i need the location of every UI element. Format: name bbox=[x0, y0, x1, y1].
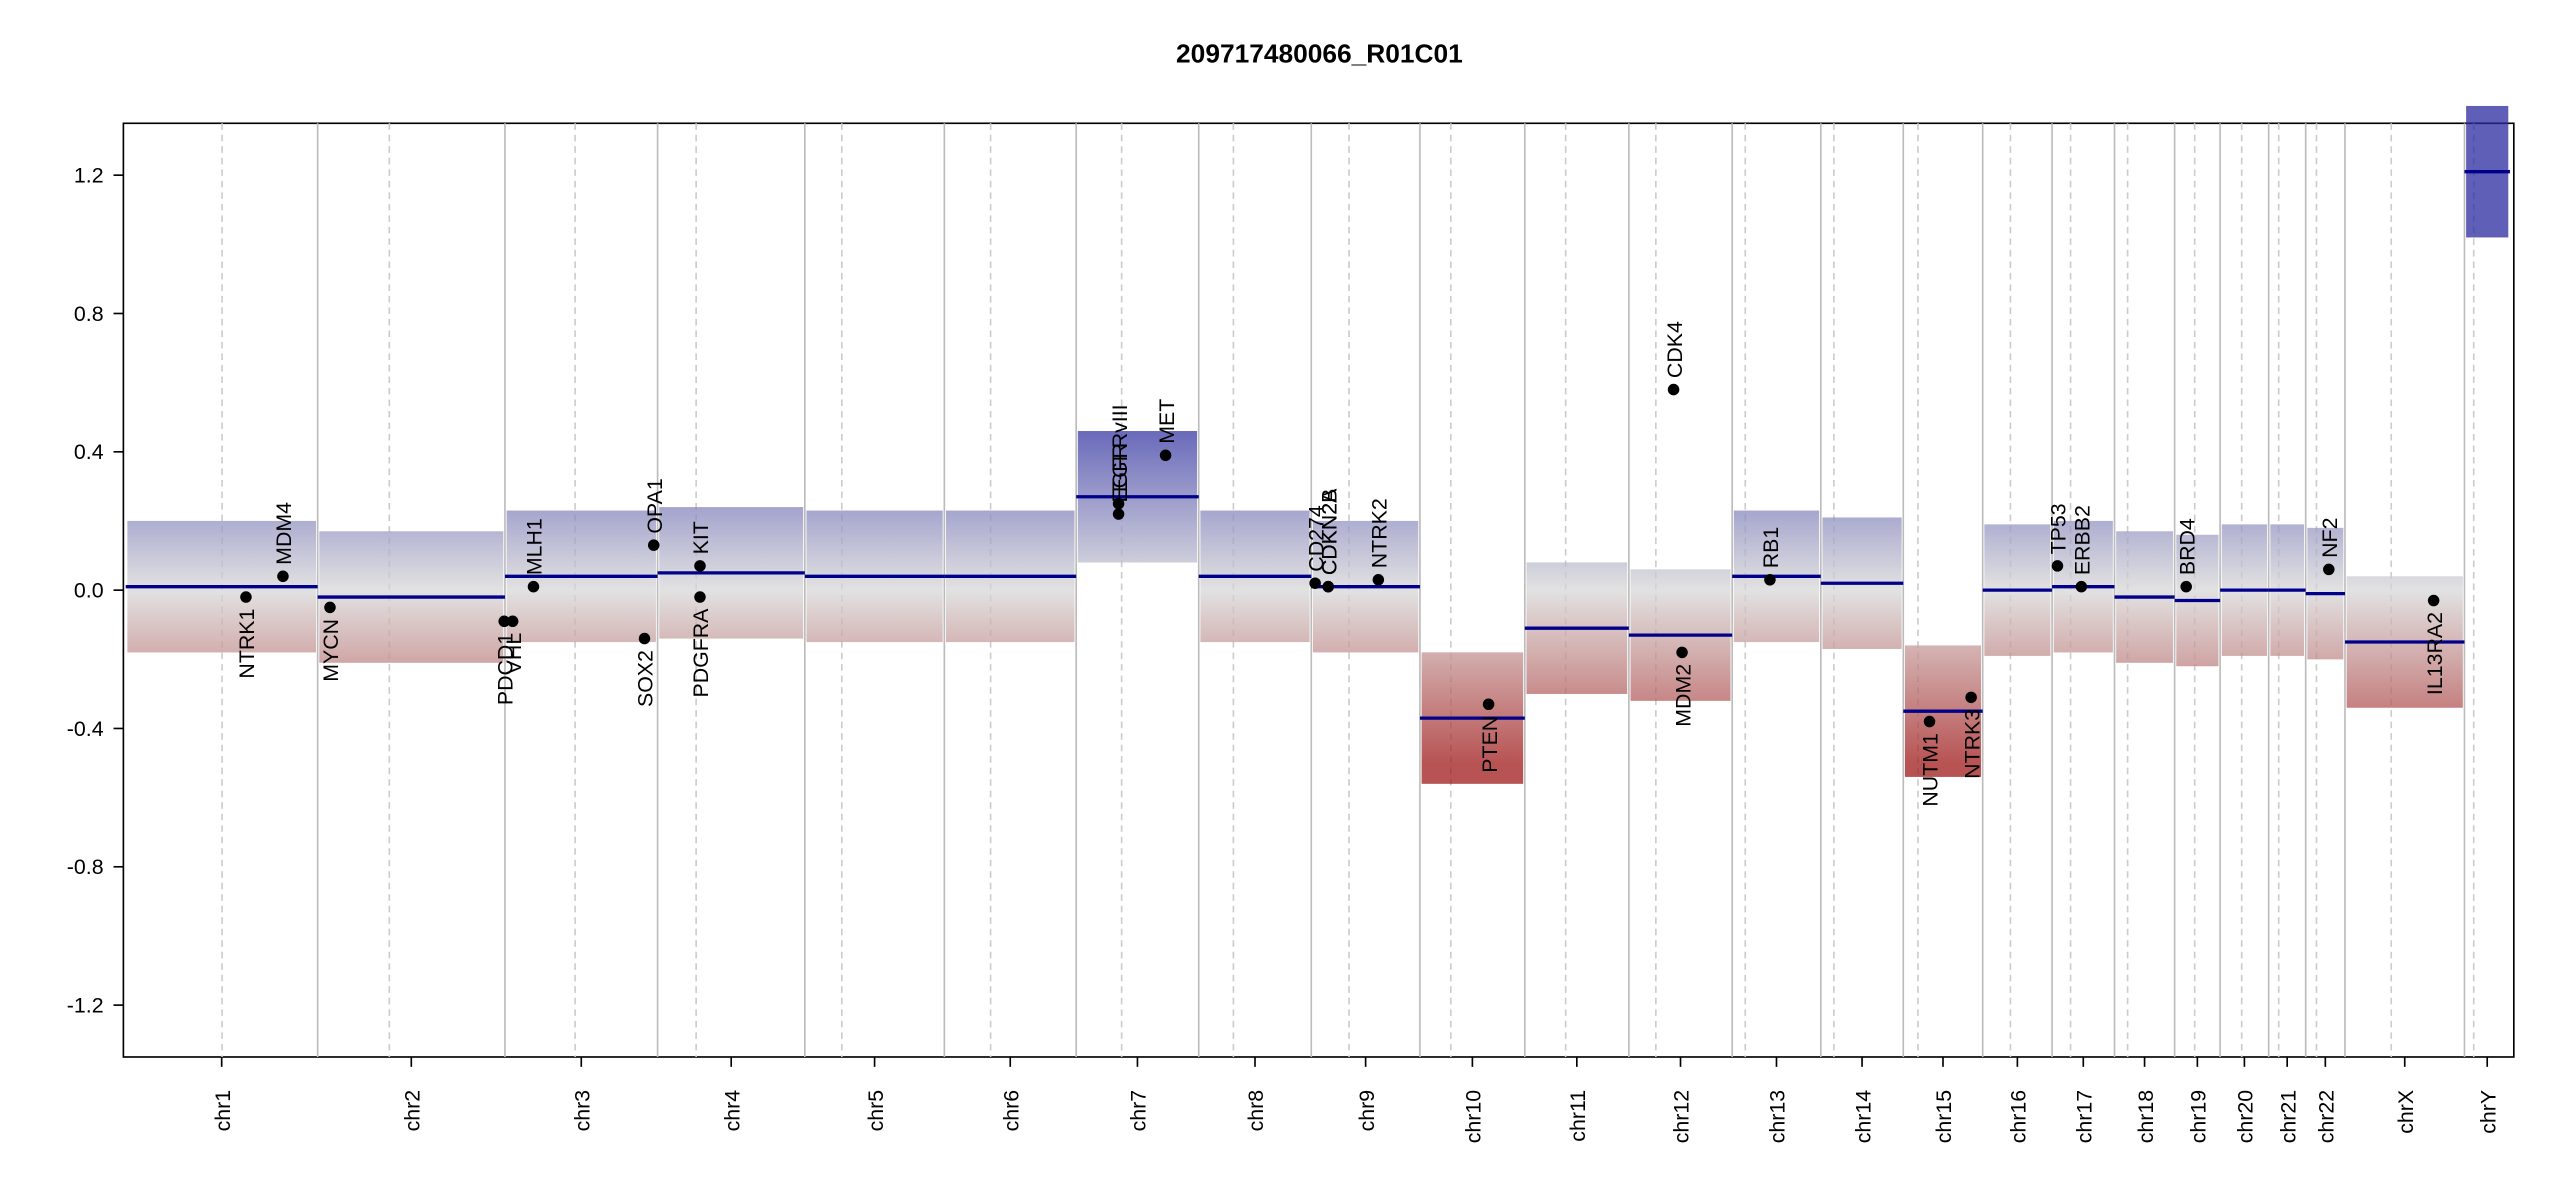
gene-point bbox=[240, 591, 252, 603]
x-tick-label: chr21 bbox=[2276, 1090, 2300, 1143]
gene-point bbox=[2075, 580, 2088, 593]
gene-label: CDKN2A bbox=[1317, 488, 1341, 575]
y-tick-label: -1.2 bbox=[67, 994, 104, 1018]
x-tick-label: chrY bbox=[2476, 1090, 2500, 1134]
gene-label: NTRK1 bbox=[235, 609, 259, 679]
x-tick-label: chr12 bbox=[1670, 1090, 1694, 1143]
gene-label: MDM2 bbox=[1671, 664, 1695, 727]
x-tick-label: chr22 bbox=[2315, 1090, 2339, 1143]
gene-point bbox=[2323, 563, 2335, 576]
x-tick-label: chr18 bbox=[2134, 1090, 2158, 1143]
gene-point bbox=[1764, 574, 1776, 586]
gene-label: PDCD1 bbox=[493, 633, 517, 705]
x-tick-label: chr17 bbox=[2073, 1090, 2097, 1143]
gene-label: MDM4 bbox=[272, 502, 296, 565]
x-tick-label: chr10 bbox=[1462, 1090, 1486, 1144]
x-tick-label: chr16 bbox=[2007, 1090, 2031, 1143]
chart-title: 209717480066_R01C01 bbox=[1176, 38, 1463, 68]
x-tick-label: chrX bbox=[2394, 1090, 2418, 1134]
gene-point bbox=[324, 601, 336, 614]
x-tick-label: chr7 bbox=[1127, 1090, 1151, 1132]
y-tick-label: 1.2 bbox=[74, 164, 104, 188]
x-tick-label: chr15 bbox=[1932, 1090, 1956, 1143]
gene-label: PDGFRA bbox=[689, 608, 713, 698]
x-tick-label: chr1 bbox=[211, 1090, 235, 1132]
gene-label: CDKN2B bbox=[1317, 489, 1341, 576]
gene-point bbox=[1309, 577, 1321, 589]
gene-label: NTRK3 bbox=[1960, 709, 1984, 779]
gene-label: MET bbox=[1155, 399, 1179, 444]
x-tick-label: chr13 bbox=[1766, 1090, 1790, 1143]
x-tick-label: chr14 bbox=[1851, 1090, 1875, 1144]
x-tick-label: chr2 bbox=[401, 1090, 425, 1132]
gene-label: NF2 bbox=[2318, 518, 2342, 558]
gene-label: NUTM1 bbox=[1919, 733, 1943, 807]
gene-point bbox=[2427, 594, 2440, 607]
gene-label: OPA1 bbox=[643, 478, 667, 533]
gene-point bbox=[2180, 580, 2192, 593]
gene-point bbox=[694, 560, 706, 572]
x-tick-label: chr8 bbox=[1244, 1090, 1268, 1132]
y-tick-label: 0.4 bbox=[74, 440, 104, 464]
x-tick-label: chr20 bbox=[2234, 1090, 2258, 1144]
y-tick-label: -0.4 bbox=[67, 717, 104, 741]
gene-label: MLH1 bbox=[523, 518, 547, 575]
x-tick-label: chr19 bbox=[2187, 1090, 2211, 1143]
gene-label: CDK4 bbox=[1663, 321, 1687, 378]
gene-point bbox=[1112, 497, 1125, 510]
gene-label: RB1 bbox=[1759, 527, 1783, 569]
gene-point bbox=[1676, 646, 1688, 659]
y-tick-label: 0.8 bbox=[74, 302, 104, 326]
gene-label: TP53 bbox=[2047, 503, 2071, 554]
gene-point bbox=[506, 615, 519, 628]
gene-point bbox=[498, 615, 510, 628]
gene-point bbox=[1112, 508, 1125, 520]
gene-point bbox=[1482, 698, 1495, 711]
gene-point bbox=[1372, 574, 1385, 586]
gene-label: CD274 bbox=[1304, 505, 1328, 572]
gene-label: PTEN bbox=[1478, 716, 1502, 773]
gene-point bbox=[1965, 691, 1977, 704]
y-tick-label: -0.8 bbox=[67, 855, 104, 879]
x-tick-label: chr5 bbox=[864, 1090, 888, 1132]
gene-point bbox=[694, 591, 706, 603]
gene-label: EGFRvIII bbox=[1108, 404, 1132, 492]
gene-label: NTRK2 bbox=[1368, 498, 1392, 568]
gene-label: VHL bbox=[502, 633, 526, 675]
gene-label: SOX2 bbox=[634, 650, 658, 707]
gene-point bbox=[638, 632, 651, 645]
gene-label: IL13RA2 bbox=[2423, 612, 2447, 695]
x-tick-label: chr3 bbox=[570, 1090, 594, 1132]
gene-label: ERBB2 bbox=[2071, 505, 2095, 575]
gene-point bbox=[1322, 580, 1334, 593]
gene-label: BRD4 bbox=[2175, 518, 2199, 575]
gene-point bbox=[527, 580, 540, 593]
gene-point bbox=[2051, 560, 2064, 572]
gene-point bbox=[647, 539, 660, 551]
gene-label: MYCN bbox=[319, 619, 343, 682]
gene-point bbox=[1667, 383, 1680, 396]
x-tick-label: chr6 bbox=[999, 1090, 1023, 1132]
gene-label: KIT bbox=[689, 521, 713, 554]
x-tick-label: chr11 bbox=[1566, 1090, 1590, 1142]
gene-point bbox=[1923, 715, 1936, 728]
gene-point bbox=[1159, 449, 1172, 462]
x-tick-label: chr9 bbox=[1355, 1090, 1379, 1132]
y-tick-label: 0.0 bbox=[74, 579, 104, 603]
gene-point bbox=[277, 570, 289, 583]
gene-label: EGFR bbox=[1108, 443, 1132, 502]
x-tick-label: chr4 bbox=[720, 1090, 744, 1132]
